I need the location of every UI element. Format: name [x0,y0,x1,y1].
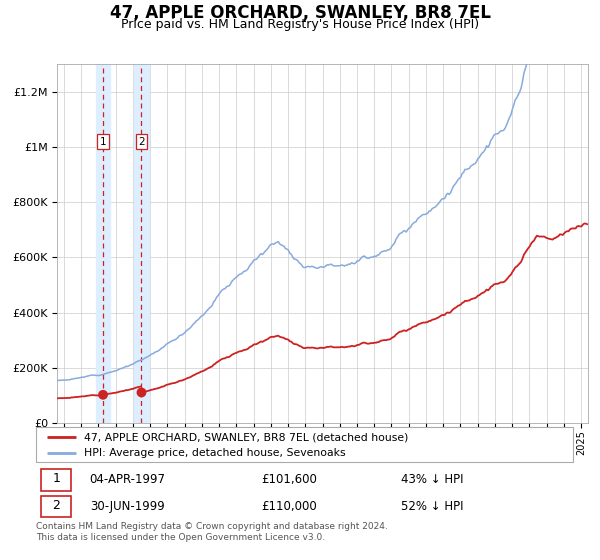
Text: 30-JUN-1999: 30-JUN-1999 [90,500,164,512]
Text: 47, APPLE ORCHARD, SWANLEY, BR8 7EL: 47, APPLE ORCHARD, SWANLEY, BR8 7EL [110,4,491,22]
Text: 47, APPLE ORCHARD, SWANLEY, BR8 7EL (detached house): 47, APPLE ORCHARD, SWANLEY, BR8 7EL (det… [85,432,409,442]
Text: £110,000: £110,000 [262,500,317,512]
Text: Price paid vs. HM Land Registry's House Price Index (HPI): Price paid vs. HM Land Registry's House … [121,18,479,31]
Bar [41,496,71,517]
Text: 1: 1 [52,472,60,486]
Text: 04-APR-1997: 04-APR-1997 [90,473,166,486]
Point [98,390,108,399]
Text: 2: 2 [52,499,60,512]
Text: Contains HM Land Registry data © Crown copyright and database right 2024.: Contains HM Land Registry data © Crown c… [36,522,388,531]
Text: 43% ↓ HPI: 43% ↓ HPI [401,473,464,486]
Bar [41,469,71,491]
Text: £101,600: £101,600 [262,473,317,486]
Bar [96,64,110,423]
Text: 52% ↓ HPI: 52% ↓ HPI [401,500,464,512]
Text: HPI: Average price, detached house, Sevenoaks: HPI: Average price, detached house, Seve… [85,449,346,458]
Point [137,388,146,397]
Text: This data is licensed under the Open Government Licence v3.0.: This data is licensed under the Open Gov… [36,533,325,542]
Text: 2: 2 [138,137,145,147]
Text: 1: 1 [100,137,106,147]
Bar [134,64,149,423]
